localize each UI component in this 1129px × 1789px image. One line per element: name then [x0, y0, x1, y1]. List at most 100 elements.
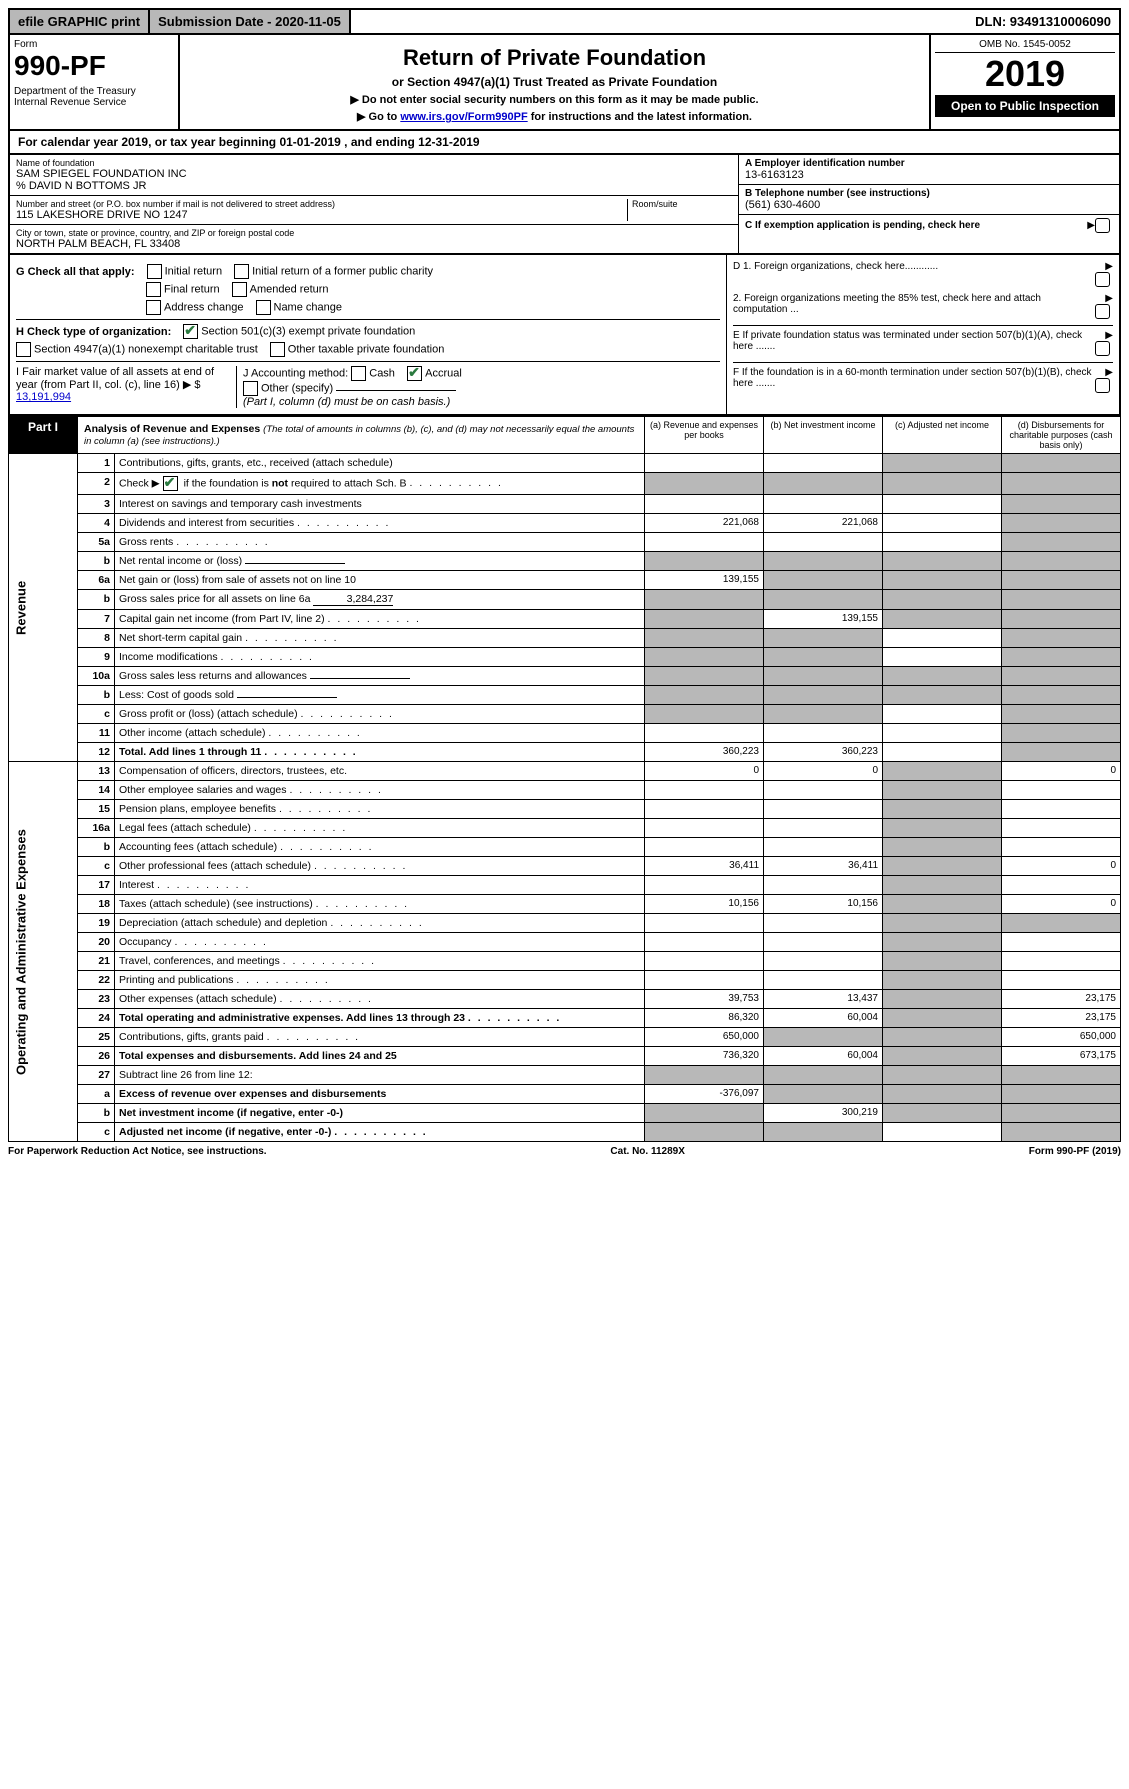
footer-right: Form 990-PF (2019)	[1029, 1146, 1121, 1157]
g-name-checkbox[interactable]	[256, 300, 271, 315]
amount-cell	[1002, 1123, 1121, 1142]
amount-cell	[1002, 952, 1121, 971]
h-other-checkbox[interactable]	[270, 342, 285, 357]
amount-cell	[883, 629, 1002, 648]
g-initial-return-checkbox[interactable]	[147, 264, 162, 279]
amount-cell	[645, 473, 764, 495]
amount-cell: 86,320	[645, 1009, 764, 1028]
amount-cell	[1002, 648, 1121, 667]
g-initial-former: Initial return of a former public charit…	[252, 265, 433, 277]
amount-cell	[764, 952, 883, 971]
table-row: 7Capital gain net income (from Part IV, …	[9, 610, 1121, 629]
sch-b-checkbox[interactable]	[163, 476, 178, 491]
e-checkbox[interactable]	[1095, 341, 1110, 356]
line-number: 15	[78, 800, 115, 819]
amount-cell	[883, 1066, 1002, 1085]
table-row: 24Total operating and administrative exp…	[9, 1009, 1121, 1028]
d1-checkbox[interactable]	[1095, 272, 1110, 287]
amount-cell	[764, 876, 883, 895]
line-number: 22	[78, 971, 115, 990]
amount-cell	[645, 952, 764, 971]
table-row: 20Occupancy	[9, 933, 1121, 952]
amount-cell	[645, 781, 764, 800]
inline-field[interactable]	[237, 697, 337, 698]
page-footer: For Paperwork Reduction Act Notice, see …	[8, 1142, 1121, 1161]
table-row: 26Total expenses and disbursements. Add …	[9, 1047, 1121, 1066]
amount-cell	[883, 743, 1002, 762]
g-address-checkbox[interactable]	[146, 300, 161, 315]
h-4947: Section 4947(a)(1) nonexempt charitable …	[34, 343, 258, 355]
amount-cell	[883, 705, 1002, 724]
amount-cell	[764, 933, 883, 952]
inline-field[interactable]	[310, 678, 410, 679]
amount-cell	[645, 800, 764, 819]
d2-checkbox[interactable]	[1095, 304, 1110, 319]
city-label: City or town, state or province, country…	[16, 228, 732, 238]
amount-cell	[764, 473, 883, 495]
amount-cell	[645, 876, 764, 895]
irs-link[interactable]: www.irs.gov/Form990PF	[400, 111, 527, 123]
g-amended-checkbox[interactable]	[232, 282, 247, 297]
amount-cell	[1002, 819, 1121, 838]
line-description: Total expenses and disbursements. Add li…	[115, 1047, 645, 1066]
line-number: 7	[78, 610, 115, 629]
line-description: Adjusted net income (if negative, enter …	[115, 1123, 645, 1142]
amount-cell	[645, 838, 764, 857]
table-row: bLess: Cost of goods sold	[9, 686, 1121, 705]
table-row: 12Total. Add lines 1 through 11 360,2233…	[9, 743, 1121, 762]
amount-cell: 0	[1002, 762, 1121, 781]
f-text: F If the foundation is in a 60-month ter…	[733, 367, 1093, 393]
j-cash-checkbox[interactable]	[351, 366, 366, 381]
table-row: cOther professional fees (attach schedul…	[9, 857, 1121, 876]
line-number: 4	[78, 514, 115, 533]
g-initial-former-checkbox[interactable]	[234, 264, 249, 279]
g-final-checkbox[interactable]	[146, 282, 161, 297]
line-description: Accounting fees (attach schedule)	[115, 838, 645, 857]
g-address: Address change	[164, 301, 244, 313]
amount-cell	[1002, 1085, 1121, 1104]
amount-cell	[645, 552, 764, 571]
amount-cell	[764, 838, 883, 857]
table-row: bNet investment income (if negative, ent…	[9, 1104, 1121, 1123]
notice-ssn: ▶ Do not enter social security numbers o…	[186, 93, 923, 106]
amount-cell	[645, 914, 764, 933]
efile-print-button[interactable]: efile GRAPHIC print	[10, 10, 150, 33]
amount-cell	[764, 705, 883, 724]
h-4947-checkbox[interactable]	[16, 342, 31, 357]
inline-field[interactable]	[245, 563, 345, 564]
table-row: 15Pension plans, employee benefits	[9, 800, 1121, 819]
addr-label: Number and street (or P.O. box number if…	[16, 199, 627, 209]
c-pending-checkbox[interactable]	[1095, 218, 1110, 233]
table-row: 25Contributions, gifts, grants paid 650,…	[9, 1028, 1121, 1047]
amount-cell: 36,411	[764, 857, 883, 876]
checks-block: G Check all that apply: Initial return I…	[8, 255, 1121, 416]
line-number: 18	[78, 895, 115, 914]
line-description: Occupancy	[115, 933, 645, 952]
amount-cell	[883, 781, 1002, 800]
f-checkbox[interactable]	[1095, 378, 1110, 393]
amount-cell: 360,223	[645, 743, 764, 762]
amount-cell	[1002, 571, 1121, 590]
amount-cell	[1002, 933, 1121, 952]
line-description: Depreciation (attach schedule) and deple…	[115, 914, 645, 933]
line-number: b	[78, 590, 115, 610]
line-number: c	[78, 857, 115, 876]
j-other-field[interactable]	[336, 390, 456, 391]
line-number: 9	[78, 648, 115, 667]
j-accrual: Accrual	[425, 367, 462, 379]
omb-year-block: OMB No. 1545-0052 2019 Open to Public In…	[929, 35, 1119, 129]
line-number: 13	[78, 762, 115, 781]
form-number: 990-PF	[14, 50, 174, 82]
line-description: Capital gain net income (from Part IV, l…	[115, 610, 645, 629]
amount-cell	[1002, 781, 1121, 800]
line-number: b	[78, 838, 115, 857]
table-row: 3Interest on savings and temporary cash …	[9, 495, 1121, 514]
j-accrual-checkbox[interactable]	[407, 366, 422, 381]
h-501c3-checkbox[interactable]	[183, 324, 198, 339]
amount-cell	[883, 724, 1002, 743]
i-fmv-value[interactable]: 13,191,994	[16, 391, 71, 403]
amount-cell	[883, 990, 1002, 1009]
line-number: 11	[78, 724, 115, 743]
amount-cell	[645, 648, 764, 667]
j-other-checkbox[interactable]	[243, 381, 258, 396]
